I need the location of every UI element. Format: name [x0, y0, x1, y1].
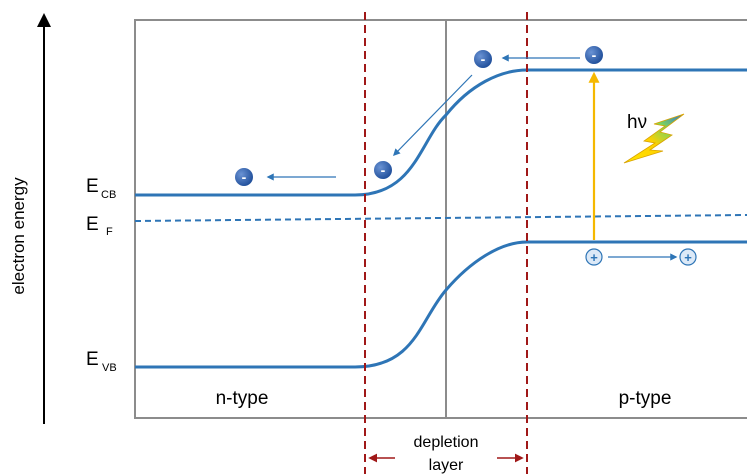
- lightning-bolt-icon: [623, 113, 685, 164]
- depletion-label-line1: depletion: [414, 434, 479, 451]
- electron: -: [585, 46, 603, 64]
- electron-sign: -: [381, 162, 386, 178]
- label-evb-sub: VB: [102, 362, 117, 374]
- diagram-frame: [134, 19, 747, 419]
- hole: +: [679, 248, 697, 266]
- electron-drift-arrow-diagonal: [392, 74, 473, 157]
- electron-sign: -: [592, 47, 597, 63]
- hole-sign: +: [684, 250, 692, 265]
- label-ef: E F: [86, 214, 113, 238]
- photon-label: hν: [627, 112, 647, 133]
- electron: -: [374, 161, 392, 179]
- label-ecb-sub: CB: [101, 189, 116, 201]
- fermi-level-line: [134, 214, 747, 222]
- hole-sign: +: [590, 250, 598, 265]
- energy-axis-label: electron energy: [9, 177, 28, 295]
- label-evb: E VB: [86, 349, 117, 374]
- region-label-n-type: n-type: [216, 388, 269, 409]
- label-ef-sub: F: [106, 226, 113, 238]
- electron-sign: -: [242, 169, 247, 185]
- label-ecb-main: E: [86, 176, 99, 197]
- region-label-p-type: p-type: [619, 388, 672, 409]
- label-ef-main: E: [86, 214, 99, 235]
- electron-sign: -: [481, 51, 486, 67]
- depletion-label-line2: layer: [429, 457, 464, 474]
- conduction-band-curve: [135, 68, 747, 197]
- electron: -: [235, 168, 253, 186]
- electron: -: [474, 50, 492, 68]
- valence-band-curve: [135, 240, 747, 369]
- label-evb-main: E: [86, 349, 99, 370]
- label-ecb: E CB: [86, 176, 116, 201]
- hole: +: [585, 248, 603, 266]
